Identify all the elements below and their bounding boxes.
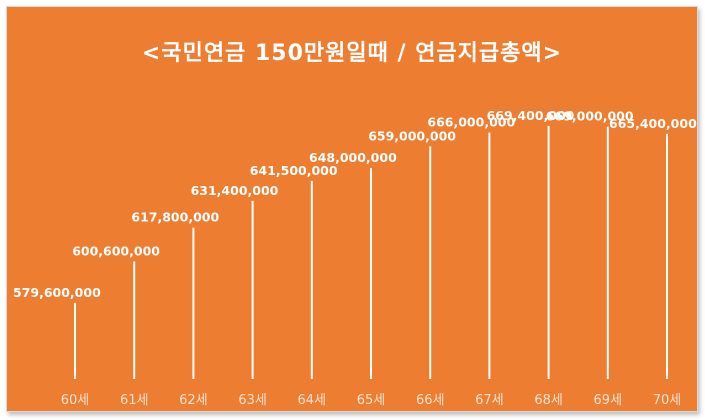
chart-title: <국민연금 150만원일때 / 연금지급총액> xyxy=(141,41,563,66)
bar-69세 xyxy=(606,126,609,379)
data-label: 669,000,000 xyxy=(546,109,634,124)
data-label: 648,000,000 xyxy=(309,150,397,165)
data-label: 659,000,000 xyxy=(368,128,456,143)
x-tick-label: 65세 xyxy=(357,393,386,408)
data-label: 631,400,000 xyxy=(191,183,279,198)
x-tick-label: 69세 xyxy=(594,393,623,408)
x-tick-label: 67세 xyxy=(475,393,504,408)
bar-63세 xyxy=(251,200,254,379)
data-label: 641,500,000 xyxy=(250,163,338,178)
x-tick-label: 70세 xyxy=(653,393,682,408)
x-tick-label: 68세 xyxy=(534,393,563,408)
data-label: 579,600,000 xyxy=(13,285,101,300)
x-tick-label: 63세 xyxy=(238,393,267,408)
bar-61세 xyxy=(133,261,136,379)
data-label: 666,000,000 xyxy=(427,115,515,130)
chart-plot: 579,600,000 60세 600,600,000 61세 617,800,000 6… xyxy=(13,108,697,408)
bar-70세 xyxy=(666,133,668,379)
bar-68세 xyxy=(547,125,550,380)
bar-66세 xyxy=(429,146,432,379)
data-label: 665,400,000 xyxy=(609,116,697,131)
x-tick-label: 62세 xyxy=(179,393,208,408)
x-tick-label: 61세 xyxy=(120,393,149,408)
bar-62세 xyxy=(192,227,195,379)
data-label: 600,600,000 xyxy=(72,244,160,259)
x-tick-label: 66세 xyxy=(416,393,445,408)
bar-65세 xyxy=(370,168,372,379)
bar-64세 xyxy=(310,180,313,379)
data-label: 669,400,000 xyxy=(487,108,575,123)
bar-67세 xyxy=(488,132,491,379)
bar-60세 xyxy=(74,302,76,379)
data-label: 617,800,000 xyxy=(131,210,219,225)
x-tick-label: 60세 xyxy=(61,393,90,408)
x-tick-label: 64세 xyxy=(298,393,327,408)
chart-area: <국민연금 150만원일때 / 연금지급총액> 579,600,000 60세 60… xyxy=(6,6,698,412)
